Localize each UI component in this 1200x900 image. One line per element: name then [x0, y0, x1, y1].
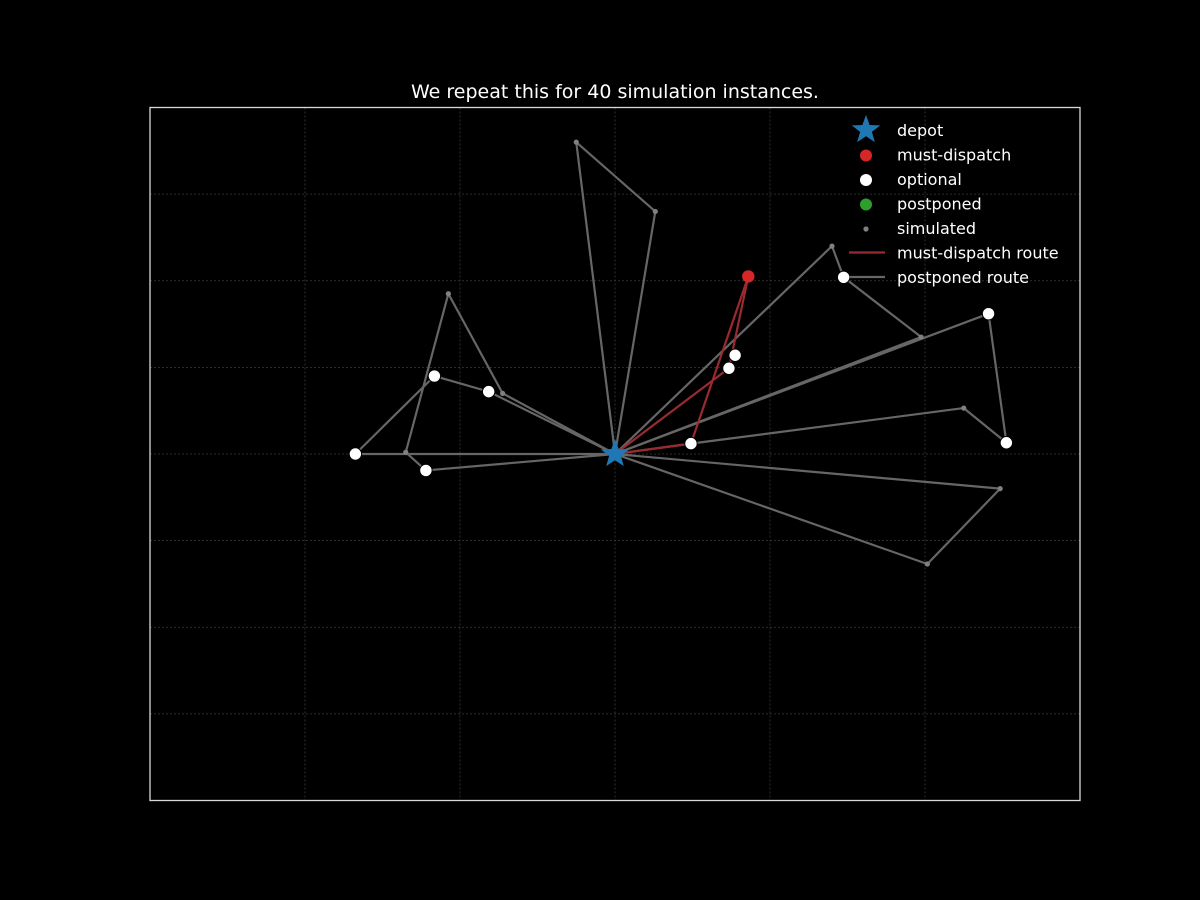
postponed-route-line [614, 452, 1002, 566]
legend-label-postponed: postponed [897, 195, 982, 214]
postponed-route-line [575, 141, 657, 455]
legend-label-simulated: simulated [897, 219, 976, 238]
legend-marker-postponed [860, 198, 872, 211]
simulated-point [918, 334, 924, 340]
grid [150, 107, 1080, 801]
optional-point [981, 306, 996, 321]
legend: depot must-dispatch optional postponed simul… [849, 115, 1059, 287]
simulated-point [829, 243, 835, 249]
simulated-point [652, 208, 658, 215]
depot-star [600, 439, 630, 467]
optional-point [419, 463, 433, 478]
simulated-point [500, 390, 506, 396]
optional-point [481, 384, 496, 399]
legend-marker-must-dispatch [860, 149, 872, 162]
legend-marker-optional [860, 174, 872, 186]
plot-frame [149, 106, 1081, 802]
optional-point [348, 447, 363, 461]
simulated-point [403, 449, 409, 455]
optional-point [684, 436, 698, 451]
legend-label-depot: depot [897, 121, 943, 140]
simulated-point [961, 405, 967, 411]
must-dispatch-point [742, 270, 755, 283]
points [348, 139, 1014, 567]
optional-point [836, 270, 851, 284]
simulated-point [997, 486, 1003, 492]
chart-title: We repeat this for 40 simulation instanc… [411, 81, 819, 103]
legend-marker-depot [851, 115, 881, 143]
postponed-route-line [404, 292, 616, 472]
legend-label-optional: optional [897, 170, 962, 189]
simulated-point [445, 291, 451, 297]
legend-label-must-dispatch-route: must-dispatch route [897, 244, 1059, 263]
legend-label-must-dispatch: must-dispatch [897, 146, 1011, 165]
optional-point [722, 361, 736, 375]
optional-point [427, 369, 442, 383]
simulated-point [924, 561, 930, 567]
simulated-point [573, 139, 579, 145]
optional-point [999, 436, 1014, 450]
optional-point [728, 348, 742, 362]
legend-marker-simulated [863, 226, 869, 232]
legend-label-postponed-route: postponed route [897, 268, 1029, 287]
